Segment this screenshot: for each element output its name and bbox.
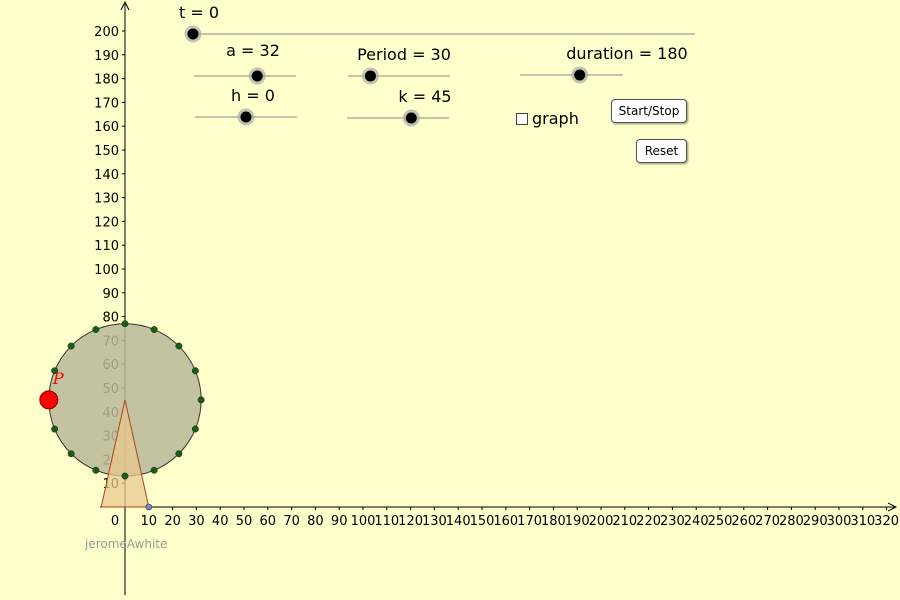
gondola-point	[67, 450, 75, 458]
x-tick-label: 320	[874, 514, 899, 529]
axis-point[interactable]	[145, 503, 153, 511]
y-tick-label: 130	[94, 192, 119, 207]
x-tick-label: 290	[803, 514, 828, 529]
x-tick-label: 230	[660, 514, 685, 529]
gondola-point	[92, 326, 100, 333]
graph-checkbox[interactable]: graph	[516, 109, 579, 128]
gondola-point	[51, 367, 59, 375]
x-tick-label: 130	[422, 514, 447, 529]
y-tick-label: 140	[94, 168, 119, 183]
slider-label-duration: duration = 180	[566, 44, 688, 63]
x-tick-label: 140	[446, 514, 471, 529]
x-tick-label: 110	[374, 514, 399, 529]
slider-label-a: a = 32	[226, 41, 280, 60]
t-slider-knob[interactable]	[187, 28, 199, 40]
x-tick-label: 70	[283, 514, 300, 529]
gondola-point	[92, 466, 100, 474]
x-tick-label: 260	[731, 514, 756, 529]
x-tick-label: 170	[517, 514, 542, 529]
x-tick-label: 240	[684, 514, 709, 529]
x-tick-label: 80	[307, 514, 324, 529]
y-axis-arrow	[120, 0, 130, 11]
x-tick-label: 60	[260, 514, 277, 529]
x-tick-label: 200	[589, 514, 614, 529]
x-tick-label: 300	[827, 514, 852, 529]
gondola-point	[67, 342, 75, 350]
author-credit: jeromeAwhite	[85, 537, 168, 551]
x-tick-label: 150	[470, 514, 495, 529]
slider-label-h: h = 0	[231, 86, 275, 105]
slider-label-t: t = 0	[178, 3, 220, 22]
gondola-point	[175, 450, 183, 458]
x-tick-label: 90	[331, 514, 348, 529]
x-tick-label: 100	[351, 514, 376, 529]
x-tick-label: 20	[164, 514, 181, 529]
x-tick-label: 190	[565, 514, 590, 529]
h-slider-knob[interactable]	[240, 111, 252, 123]
k-slider-knob[interactable]	[405, 112, 417, 124]
x-tick-label: 160	[493, 514, 518, 529]
gondola-point	[51, 425, 59, 433]
x-tick-label: 10	[141, 514, 158, 529]
start-stop-button[interactable]: Start/Stop	[611, 99, 687, 123]
gondola-point	[175, 342, 183, 350]
y-tick-label: 170	[94, 96, 119, 111]
gondola-point	[191, 367, 199, 375]
reset-button[interactable]: Reset	[636, 139, 687, 163]
slider-label-k: k = 45	[398, 87, 452, 106]
x-axis-arrow	[887, 502, 898, 512]
x-tick-label: 120	[398, 514, 423, 529]
gondola-point	[191, 425, 199, 433]
duration-slider-knob[interactable]	[574, 69, 586, 81]
point-p-label: P	[52, 369, 64, 388]
y-tick-label: 120	[94, 215, 119, 230]
gondola-point	[197, 396, 205, 404]
gondola-point	[150, 326, 158, 333]
x-tick-label: 210	[612, 514, 637, 529]
y-tick-label: 100	[94, 263, 119, 278]
y-tick-label: 90	[102, 287, 119, 302]
gondola-point	[150, 466, 158, 474]
y-tick-label: 180	[94, 73, 119, 88]
x-tick-label: 180	[541, 514, 566, 529]
x-tick-label: 50	[236, 514, 253, 529]
checkbox-box[interactable]	[516, 112, 528, 125]
y-tick-label: 200	[94, 25, 119, 40]
period-slider-knob[interactable]	[364, 70, 376, 82]
x-tick-label: 250	[708, 514, 733, 529]
gondola-point	[121, 472, 129, 480]
y-tick-label: 150	[94, 144, 119, 159]
y-tick-label: 160	[94, 120, 119, 135]
x-tick-label: 220	[636, 514, 661, 529]
rider-point-p[interactable]	[39, 390, 59, 410]
x-tick-label: 40	[212, 514, 229, 529]
x-tick-label: 30	[188, 514, 205, 529]
y-tick-label: 190	[94, 49, 119, 64]
x-tick-label: 310	[850, 514, 875, 529]
x-tick-label: 280	[779, 514, 804, 529]
gondola-point	[121, 320, 129, 328]
x-tick-label: 270	[755, 514, 780, 529]
x-tick-label: 0	[111, 514, 119, 529]
a-slider-knob[interactable]	[251, 70, 263, 82]
y-tick-label: 80	[102, 311, 119, 326]
wheel-support-triangle	[100, 399, 150, 508]
graph-checkbox-label: graph	[532, 109, 579, 128]
y-tick-label: 110	[94, 239, 119, 254]
slider-label-period: Period = 30	[357, 45, 451, 64]
